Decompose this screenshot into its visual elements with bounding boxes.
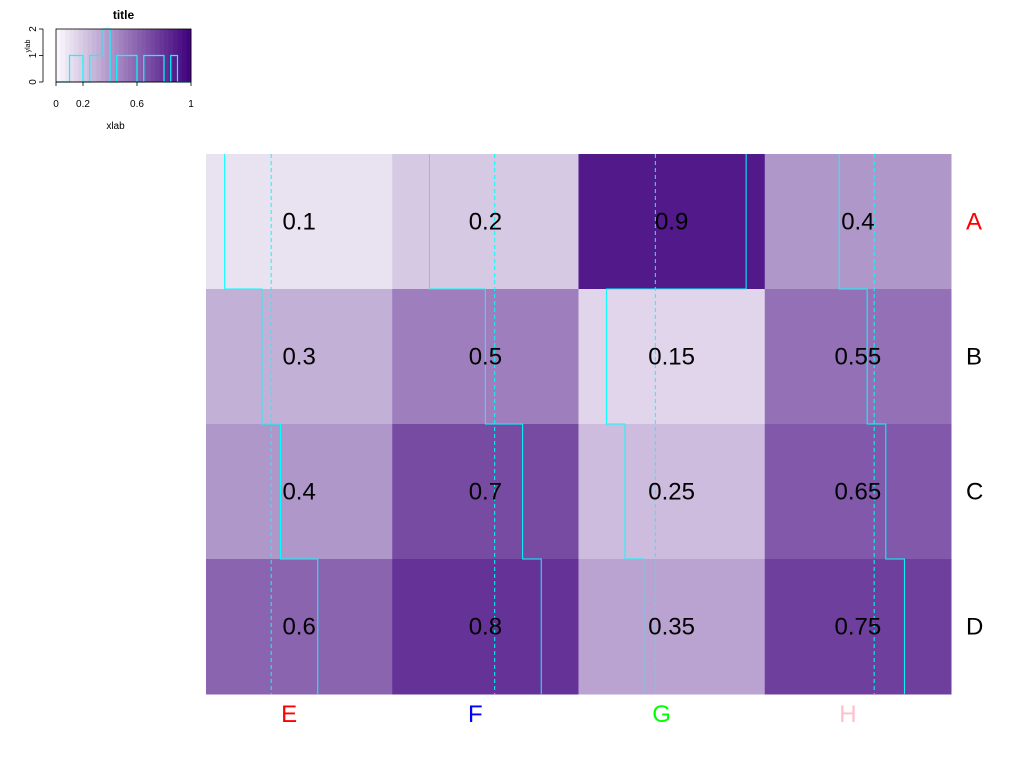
color-key: title 0 0.2 0.6 1 0 1 2 xlab ylab (25, 8, 194, 132)
heatmap-cell (206, 289, 393, 425)
column-label: H (839, 701, 856, 728)
cell-label: 0.5 (469, 344, 502, 371)
cell-label: 0.15 (648, 344, 695, 371)
heatmap-cell (392, 424, 579, 560)
color-key-step (60, 29, 66, 82)
heatmap-cell (764, 154, 952, 290)
trace-lines (224, 154, 905, 694)
heatmap-cell (206, 559, 393, 695)
column-label: G (652, 701, 671, 728)
color-key-x-tick-label: 0.2 (76, 99, 90, 110)
heatmap-cell (764, 289, 952, 425)
cell-label: 0.4 (841, 209, 874, 236)
color-key-x-tick-label: 1 (188, 99, 194, 110)
heatmap-cell (578, 559, 766, 695)
column-trace-line (838, 154, 905, 694)
color-key-y-tick-label: 1 (28, 52, 39, 58)
row-label: C (966, 479, 983, 506)
cell-label: 0.6 (282, 614, 315, 641)
cell-label: 0.4 (282, 479, 315, 506)
color-key-x-axis: 0 0.2 0.6 1 (53, 81, 194, 110)
color-key-step (137, 29, 142, 82)
column-trace-line (429, 154, 542, 694)
column-trace-line (605, 154, 747, 694)
row-labels: A B C D (966, 209, 983, 641)
cell-labels: 0.1 0.2 0.9 0.4 0.3 0.5 0.15 0.55 0.4 0.7 0.25 0.65… (282, 209, 881, 641)
color-key-step (164, 29, 169, 82)
column-label: F (468, 701, 483, 728)
column-labels: E F G H (281, 701, 856, 728)
row-label: D (966, 614, 983, 641)
color-key-step (182, 29, 187, 82)
heatmap-cell (578, 289, 766, 425)
cell-label: 0.75 (835, 614, 882, 641)
cell-label: 0.7 (469, 479, 502, 506)
cell-label: 0.65 (835, 479, 882, 506)
column-label: E (281, 701, 297, 728)
color-key-step (177, 29, 183, 82)
cell-label: 0.9 (655, 209, 688, 236)
color-key-step (56, 29, 61, 82)
cell-label: 0.55 (835, 344, 882, 371)
color-key-xlabel: xlab (106, 121, 125, 132)
cell-label: 0.1 (282, 209, 315, 236)
color-key-y-axis: 0 1 2 (28, 26, 44, 85)
heatmap-cell (578, 154, 766, 290)
row-label: B (966, 344, 982, 371)
color-key-step (83, 29, 88, 82)
row-label: A (966, 209, 982, 236)
cell-label: 0.35 (648, 614, 695, 641)
color-key-step (105, 29, 111, 82)
heatmap-cell (206, 154, 393, 290)
color-key-y-tick-label: 2 (28, 26, 39, 32)
heatmap-cell (764, 424, 952, 560)
heatmap-cell (392, 154, 579, 290)
heatmap-cell (392, 559, 579, 695)
color-key-ylabel: ylab (25, 39, 32, 52)
color-key-step (65, 29, 70, 82)
color-key-step (186, 29, 192, 82)
column-trace-line (224, 154, 319, 694)
cell-label: 0.3 (282, 344, 315, 371)
cell-label: 0.8 (469, 614, 502, 641)
color-key-y-tick-label: 0 (28, 79, 39, 85)
color-key-step (110, 29, 115, 82)
heatmap-cell (764, 559, 952, 695)
heatmap-cell (206, 424, 393, 560)
heatmap-cell (578, 424, 766, 560)
cell-label: 0.2 (469, 209, 502, 236)
cell-label: 0.25 (648, 479, 695, 506)
color-key-x-tick-label: 0.6 (130, 99, 144, 110)
color-key-x-tick-label: 0 (53, 99, 59, 110)
color-key-title: title (113, 8, 135, 22)
